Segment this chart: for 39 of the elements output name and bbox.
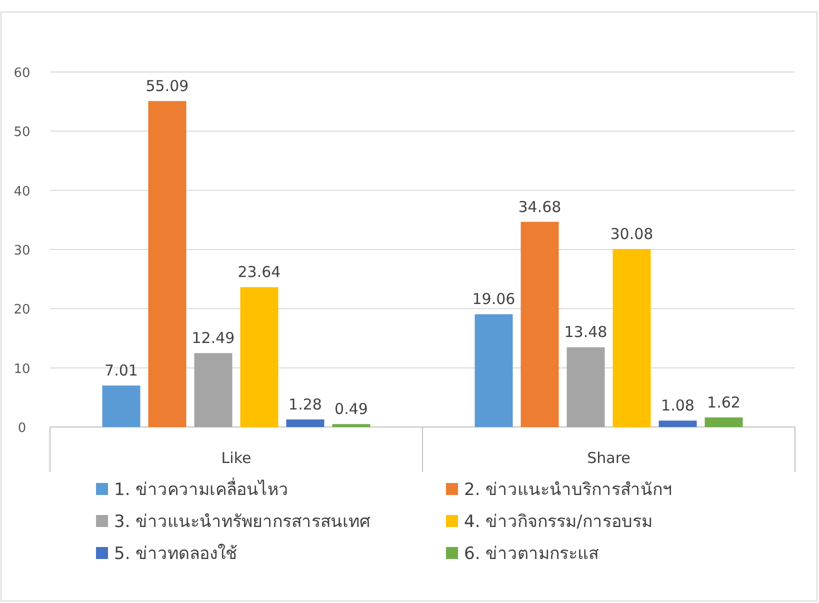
data-label: 13.48 <box>564 323 608 342</box>
data-label: 55.09 <box>146 77 189 96</box>
legend-label: 5. ข่าวทดลองใช้ <box>114 543 238 564</box>
bar <box>148 101 186 427</box>
legend-label: 1. ข่าวความเคลื่อนไหว <box>114 477 289 500</box>
data-label: 34.68 <box>518 198 562 216</box>
bar <box>102 386 140 427</box>
y-tick-label: 0 <box>18 421 26 436</box>
data-label: 0.49 <box>334 400 368 418</box>
legend-label: 4. ข่าวกิจกรรม/การอบรม <box>464 512 652 532</box>
data-label: 1.08 <box>661 396 694 415</box>
data-label: 30.08 <box>610 225 654 244</box>
legend-label: 6. ข่าวตามกระแส <box>464 544 600 564</box>
x-tick-label: Share <box>587 449 630 467</box>
data-label: 19.06 <box>472 290 516 308</box>
data-label: 1.62 <box>707 393 740 412</box>
bar <box>520 222 559 427</box>
data-label: 7.01 <box>104 362 138 380</box>
bar <box>194 353 232 427</box>
y-tick-label: 40 <box>14 184 30 200</box>
bar <box>332 424 370 427</box>
y-tick-label: 20 <box>14 302 30 318</box>
bar <box>658 420 697 427</box>
data-label: 23.64 <box>238 263 281 282</box>
bar <box>566 347 605 427</box>
legend-label: 3. ข่าวแนะนำทรัพยากรสารสนเทศ <box>114 512 371 532</box>
y-tick-label: 30 <box>14 244 30 258</box>
y-tick-label: 10 <box>14 362 30 377</box>
data-label: 12.49 <box>192 329 235 348</box>
legend-label: 2. ข่าวแนะนำบริการสำนักฯ <box>464 480 673 500</box>
data-label: 1.28 <box>288 395 322 414</box>
y-tick-label: 50 <box>14 125 30 140</box>
bar <box>474 314 513 427</box>
x-tick-label: Like <box>221 449 252 467</box>
bar <box>240 287 278 427</box>
y-tick-label: 60 <box>14 66 30 81</box>
bar <box>704 417 743 427</box>
bar <box>286 419 324 427</box>
bar <box>612 249 651 427</box>
